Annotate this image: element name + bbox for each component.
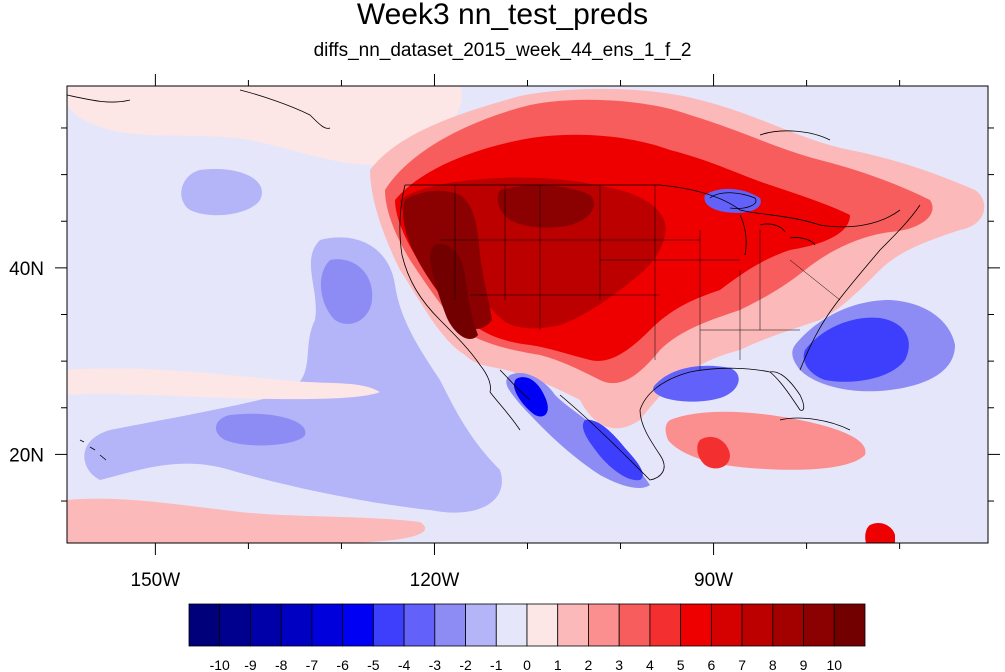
colorbar-swatch <box>741 603 774 647</box>
mexico-cool-core2 <box>582 419 643 481</box>
great-lakes <box>709 192 816 256</box>
chart-title: Week3 nn_test_preds <box>356 0 649 31</box>
colorbar-tick-label: 4 <box>646 657 654 672</box>
hawaii <box>79 439 107 461</box>
colorbar-tick-label: -6 <box>336 657 349 672</box>
colorbar-swatch <box>250 603 282 647</box>
colorbar-swatch <box>772 603 804 647</box>
colorbar-tick-label: 1 <box>554 657 562 672</box>
colorbar-swatch <box>280 603 313 647</box>
baja-coast <box>489 369 531 431</box>
colorbar-swatch <box>710 603 743 647</box>
colorbar-tick-label: 8 <box>769 657 777 672</box>
colorbar-tick-label: 6 <box>707 657 715 672</box>
alaska-coast <box>67 89 331 129</box>
subtropical-warm-strip <box>67 368 380 400</box>
pacific-cool-core <box>320 259 373 324</box>
pacific-cool-band-west <box>181 169 262 216</box>
colorbar-swatch <box>557 603 589 647</box>
colorbar-swatch <box>403 603 436 647</box>
colorbar-swatch <box>342 603 374 647</box>
colorbar-tick-label: 7 <box>738 657 746 672</box>
gulf-cool-anomaly <box>653 365 739 402</box>
colorbar-tick-label: -1 <box>490 657 503 672</box>
southeast-warm-spot <box>865 523 895 543</box>
colorbar-swatch <box>372 603 405 647</box>
colorbar-tick-label: 10 <box>826 657 842 672</box>
colorbar-swatch <box>588 603 620 647</box>
state-border <box>440 185 841 370</box>
x-tick-label: 120W <box>410 570 460 591</box>
colorbar-swatch <box>680 603 712 647</box>
colorbar-tick-label: -5 <box>367 657 380 672</box>
colorbar-swatch <box>833 603 866 647</box>
north-pacific-warm <box>67 86 462 165</box>
colorbar-swatch <box>618 603 651 647</box>
colorbar-swatch <box>526 603 559 647</box>
x-tick-label: 90W <box>694 570 733 591</box>
colorbar-tick-label: -3 <box>429 657 442 672</box>
atlantic-cool-core <box>803 317 909 382</box>
colorbar-tick-label: -10 <box>210 657 230 672</box>
caribbean-warm-core <box>697 436 730 469</box>
southwest-peak <box>430 244 478 339</box>
axis-ticks <box>55 74 1000 555</box>
colorbar-tick-label: 3 <box>615 657 623 672</box>
chart-subtitle: diffs_nn_dataset_2015_week_44_ens_1_f_2 <box>313 40 692 61</box>
colorbar-tick-label: -7 <box>306 657 319 672</box>
colorbar-swatch <box>311 603 344 647</box>
warm-anomaly-peak-north <box>497 185 594 228</box>
mexico-cool-core <box>514 377 548 417</box>
y-tick-label: 20N <box>9 445 44 466</box>
colorbar-swatch <box>434 603 466 647</box>
state-borders <box>440 185 841 370</box>
colorbar-labels: -10 -9 -8 -7 -6 -5 -4 -3 -2 -1 0 1 2 3 4 5 6 7 8 9 10 <box>210 657 843 672</box>
pacific-cool-band <box>84 237 502 513</box>
colorbar-tick-label: -9 <box>244 657 257 672</box>
gulf-coast <box>639 367 801 411</box>
hudson-bay-edge <box>759 130 831 141</box>
colorbar-swatch <box>219 603 251 647</box>
colorbar-swatch <box>188 603 221 647</box>
colorbar-tick-label: 0 <box>523 657 531 672</box>
colorbar-swatch <box>803 603 835 647</box>
pacific-cool-core2 <box>215 413 306 446</box>
us-west-coast <box>399 184 491 393</box>
colorbar-tick-label: -2 <box>459 657 472 672</box>
coastlines <box>67 89 921 481</box>
colorbar-tick-label: 2 <box>585 657 593 672</box>
axis-tick-labels: 150W 120W 90W 40N 20N <box>9 259 733 591</box>
colorbar-swatch <box>465 603 497 647</box>
florida <box>769 371 805 411</box>
y-tick-label: 40N <box>9 259 44 280</box>
cuba <box>779 417 851 431</box>
colorbar-swatch <box>649 603 682 647</box>
colorbar-tick-label: -8 <box>275 657 288 672</box>
contour-field <box>67 86 988 543</box>
us-canada-border <box>405 184 901 228</box>
colorbar-swatch <box>495 603 528 647</box>
colorbar-tick-label: 5 <box>677 657 685 672</box>
us-east-coast <box>799 204 921 371</box>
colorbar-tick-label: -4 <box>398 657 411 672</box>
x-tick-label: 150W <box>131 570 181 591</box>
colorbar <box>188 603 866 647</box>
mexico-coast <box>559 394 665 481</box>
southern-warm-strip <box>67 498 426 543</box>
colorbar-tick-label: 9 <box>800 657 808 672</box>
